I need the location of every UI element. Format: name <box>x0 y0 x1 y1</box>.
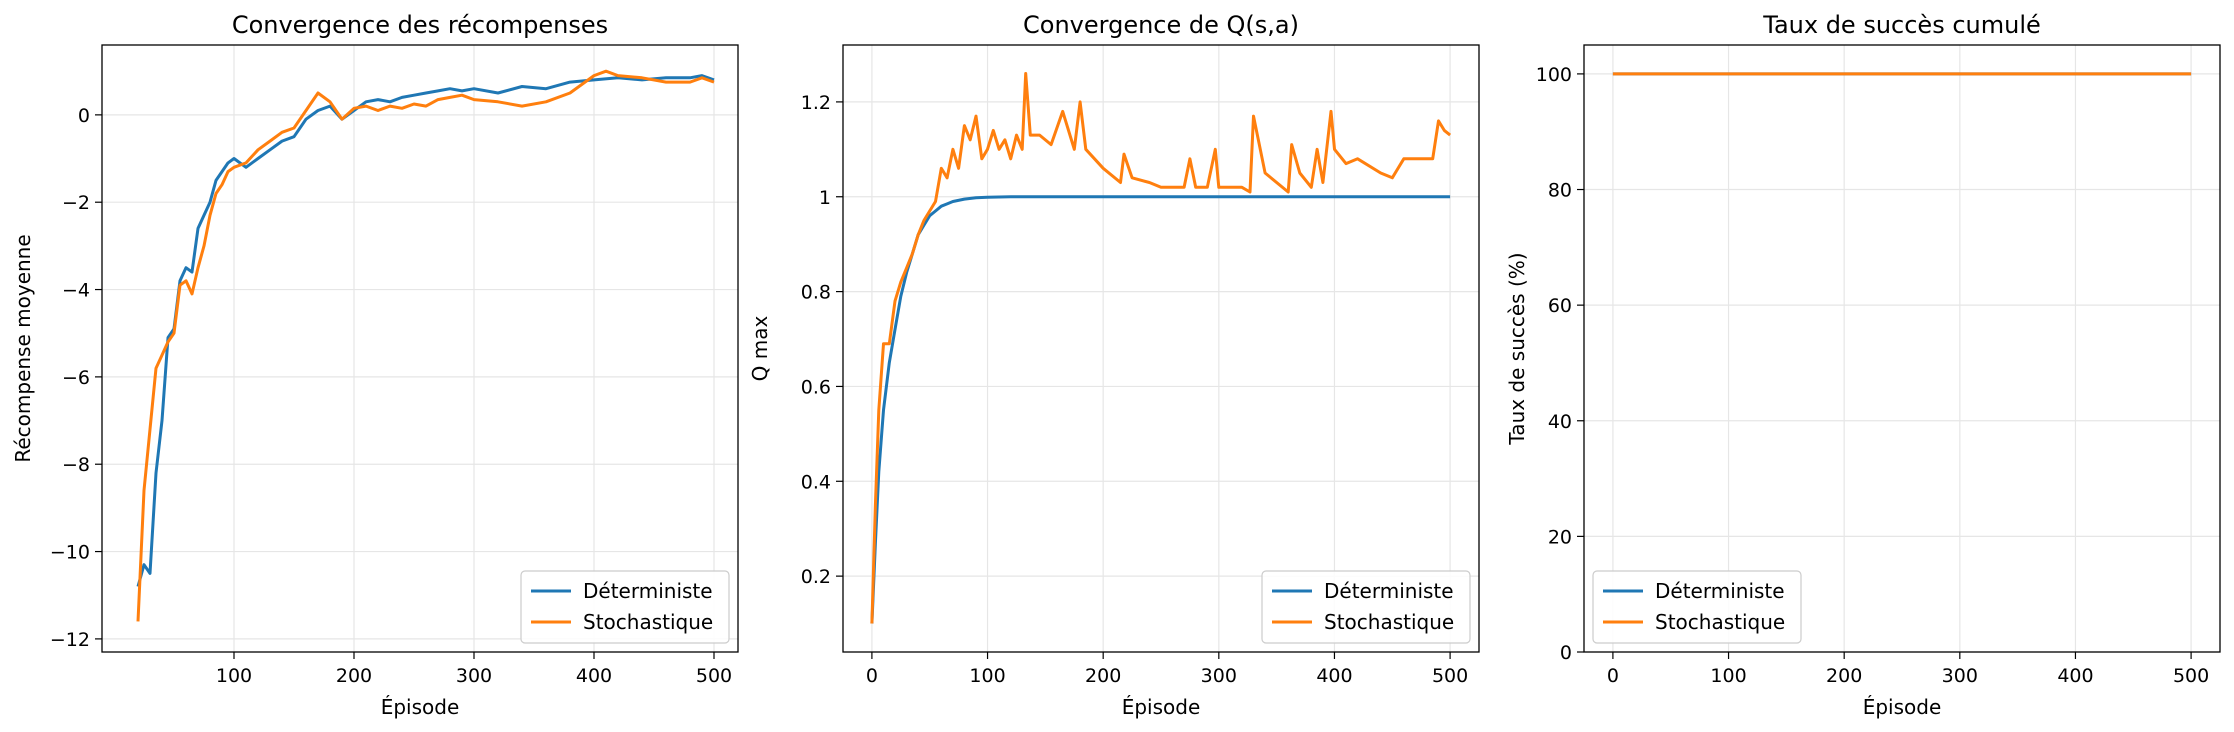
y-tick-label: 100 <box>1536 64 1572 86</box>
x-tick-label: 100 <box>969 665 1005 687</box>
y-tick-label: 40 <box>1548 411 1572 433</box>
chart-panel-2: 0 100 200 300 400 500 0.2 0.4 0.6 0.8 1 1.2 Converge… <box>748 11 1480 719</box>
x-tick-label: 300 <box>456 665 492 687</box>
x-tick-label: 400 <box>576 665 612 687</box>
x-tick-label: 500 <box>2173 665 2209 687</box>
series-line-stochastic <box>870 72 1452 624</box>
y-tick-label: −12 <box>50 629 90 651</box>
x-tick-label: 300 <box>1201 665 1237 687</box>
x-axis-label: Épisode <box>1863 695 1942 719</box>
y-tick-label: 0.6 <box>801 376 831 398</box>
x-axis-label: Épisode <box>381 695 460 719</box>
chart-title: Taux de succès cumulé <box>1762 11 2041 39</box>
legend: Déterministe Stochastique <box>1592 570 1802 644</box>
grid <box>1584 45 2220 653</box>
chart-title: Convergence de Q(s,a) <box>1023 11 1299 39</box>
legend-box <box>1592 570 1802 644</box>
y-tick-label: 1.2 <box>801 92 831 114</box>
legend-label: Déterministe <box>1324 579 1454 603</box>
y-tick-label: 0.4 <box>801 471 831 493</box>
series-line-deterministic <box>136 74 715 587</box>
y-tick-label: 80 <box>1548 180 1572 202</box>
x-tick-label: 200 <box>1085 665 1121 687</box>
y-tick-label: 60 <box>1548 295 1572 317</box>
series-line-deterministic <box>870 195 1451 624</box>
y-tick-label: 0.8 <box>801 282 831 304</box>
y-tick-label: 0 <box>1560 642 1572 664</box>
chart-panel-1: 100 200 300 400 500 −12 −10 −8 −6 −4 −2 0 Convergenc… <box>11 11 739 719</box>
y-tick-label: −4 <box>62 280 90 302</box>
grid <box>843 45 1479 652</box>
legend: Déterministe Stochastique <box>1261 570 1471 644</box>
legend-label: Stochastique <box>1324 610 1454 634</box>
legend-label: Stochastique <box>1655 610 1785 634</box>
series-group <box>870 72 1452 624</box>
x-ticks: 0 100 200 300 400 500 <box>866 652 1468 687</box>
legend-label: Stochastique <box>583 610 713 634</box>
legend-label: Déterministe <box>583 579 713 603</box>
chart-panel-3: 0 100 200 300 400 500 0 20 40 60 80 100 Taux de succ… <box>1505 11 2221 719</box>
y-ticks: −12 −10 −8 −6 −4 −2 0 <box>50 105 102 651</box>
y-tick-label: 0.2 <box>801 566 831 588</box>
legend: Déterministe Stochastique <box>520 570 730 644</box>
y-ticks: 0 20 40 60 80 100 <box>1536 64 1584 664</box>
x-tick-label: 400 <box>2057 665 2093 687</box>
x-tick-label: 500 <box>696 665 732 687</box>
legend-box <box>1261 570 1471 644</box>
y-tick-label: 1 <box>819 187 831 209</box>
x-tick-label: 0 <box>866 665 878 687</box>
y-tick-label: −2 <box>62 192 90 214</box>
x-tick-label: 200 <box>1826 665 1862 687</box>
plot-area-frame <box>842 44 1480 653</box>
x-tick-label: 200 <box>336 665 372 687</box>
y-ticks: 0.2 0.4 0.6 0.8 1 1.2 <box>801 92 843 588</box>
y-tick-label: −6 <box>62 367 90 389</box>
x-tick-label: 100 <box>216 665 252 687</box>
plot-area-frame <box>101 44 739 653</box>
x-axis-label: Épisode <box>1122 695 1201 719</box>
series-line-stochastic <box>136 69 715 622</box>
y-tick-label: −10 <box>50 542 90 564</box>
y-axis-label: Taux de succès (%) <box>1505 252 1529 445</box>
grid <box>102 45 738 652</box>
plot-area-frame <box>1583 44 2221 653</box>
x-ticks: 100 200 300 400 500 <box>216 652 732 687</box>
x-tick-label: 400 <box>1316 665 1352 687</box>
y-axis-label: Récompense moyenne <box>11 234 35 462</box>
x-tick-label: 0 <box>1607 665 1619 687</box>
series-group <box>136 69 715 622</box>
x-tick-label: 300 <box>1942 665 1978 687</box>
legend-box <box>520 570 730 644</box>
y-tick-label: −8 <box>62 454 90 476</box>
x-tick-label: 500 <box>1432 665 1468 687</box>
y-tick-label: 0 <box>78 105 90 127</box>
x-tick-label: 100 <box>1710 665 1746 687</box>
y-tick-label: 20 <box>1548 526 1572 548</box>
y-axis-label: Q max <box>748 316 772 382</box>
x-ticks: 0 100 200 300 400 500 <box>1607 652 2209 687</box>
legend-label: Déterministe <box>1655 579 1785 603</box>
chart-title: Convergence des récompenses <box>232 11 608 39</box>
